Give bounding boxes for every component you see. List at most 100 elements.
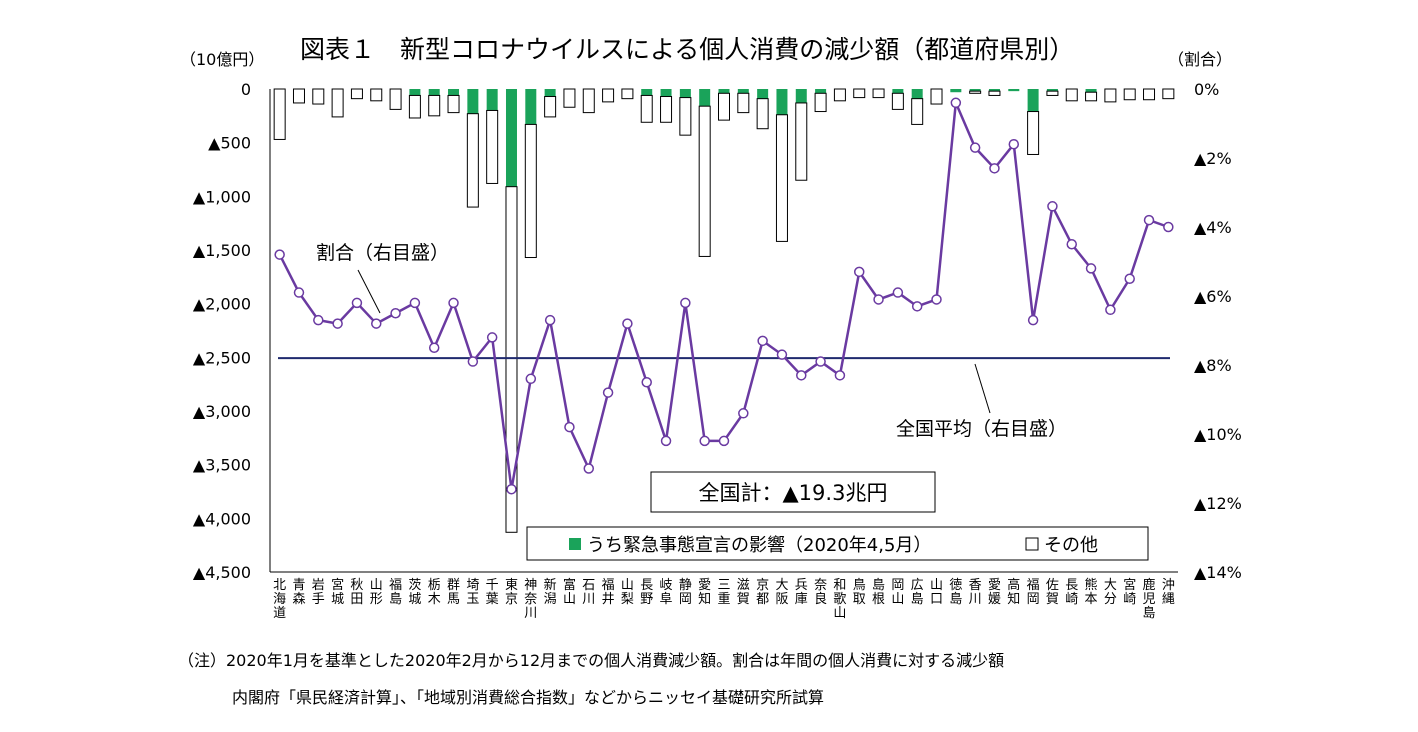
ratio-annotation: 割合（右目盛）	[316, 242, 449, 264]
category-label: 山口	[930, 578, 943, 607]
bar-other	[273, 88, 286, 140]
bar-emergency	[1085, 89, 1097, 93]
category-label: 奈良	[814, 578, 827, 607]
category-label: 石川	[582, 578, 595, 607]
ratio-point	[1047, 201, 1058, 212]
left-tick-label: ▲2,000	[193, 295, 251, 314]
bar-other	[428, 94, 441, 117]
category-label: 宮城	[331, 577, 344, 607]
left-tick-label: ▲3,000	[193, 402, 251, 421]
category-label: 茨城	[408, 578, 421, 607]
ratio-point	[293, 287, 305, 298]
bar-other	[930, 88, 943, 105]
left-tick-label: ▲1,500	[193, 241, 251, 260]
category-label: 新潟	[544, 577, 557, 607]
ratio-point	[834, 370, 846, 381]
bar-emergency	[409, 89, 421, 96]
legend-label-emergency: うち緊急事態宣言の影響（2020年4,5月）	[587, 535, 931, 556]
ratio-point	[544, 314, 556, 326]
bar-other	[679, 97, 692, 136]
bar-emergency	[505, 89, 517, 187]
bar-emergency	[737, 89, 749, 94]
bar-other	[563, 88, 576, 108]
ratio-point	[1105, 304, 1116, 316]
ratio-point	[718, 435, 730, 447]
ratio-point	[989, 163, 1000, 174]
category-label: 沖縄	[1162, 578, 1175, 607]
right-axis: 0% ▲2% ▲4% ▲6% ▲8% ▲10% ▲12% ▲14%	[1194, 80, 1242, 582]
bar-other	[1162, 88, 1175, 100]
ratio-point	[680, 297, 691, 309]
bar-other	[466, 113, 479, 208]
category-label: 愛媛	[988, 578, 1001, 607]
ratio-point	[892, 287, 904, 298]
left-tick-label: ▲4,000	[193, 509, 251, 528]
category-label: 埼玉	[466, 578, 479, 607]
bar-other	[775, 114, 788, 242]
bar-other	[1027, 111, 1040, 155]
bar-other	[447, 94, 460, 114]
category-label: 三重	[717, 578, 730, 607]
category-label: 和歌山	[833, 578, 846, 621]
bar-other	[911, 98, 924, 125]
ratio-point	[911, 301, 923, 312]
total-box: 全国計：▲19.3兆円	[650, 471, 936, 513]
bar-emergency	[679, 89, 691, 98]
note-line-1: （注）2020年1月を基準とした2020年2月から12月までの個人消費減少額。割…	[178, 651, 1005, 670]
ratio-point	[969, 142, 981, 153]
chart-title: 図表１ 新型コロナウイルスによる個人消費の減少額（都道府県別）	[300, 35, 1075, 64]
average-leader-line	[974, 363, 991, 414]
ratio-point	[448, 297, 459, 309]
ratio-point	[853, 266, 865, 278]
category-label: 宮崎	[1123, 577, 1136, 607]
ratio-point	[564, 421, 575, 433]
bar-other	[640, 94, 653, 123]
left-tick-label: ▲4,500	[193, 563, 251, 582]
category-label: 滋賀	[737, 578, 750, 607]
category-label: 静岡	[679, 578, 692, 607]
bar-other	[1143, 88, 1156, 101]
bar-emergency	[757, 89, 769, 99]
bar-other	[486, 109, 499, 184]
bar-other	[969, 90, 982, 94]
bar-other	[524, 123, 537, 259]
bar-other	[370, 88, 383, 102]
ratio-point	[950, 97, 962, 109]
ratio-line-group	[274, 97, 1174, 495]
bar-other	[331, 88, 344, 118]
ratio-point	[409, 297, 421, 309]
bar-emergency	[988, 89, 1000, 92]
category-label: 熊本	[1085, 577, 1098, 607]
bar-other	[853, 88, 866, 99]
bar-emergency	[892, 89, 904, 94]
bar-emergency	[950, 89, 962, 93]
ratio-point	[931, 294, 942, 305]
bar-other	[988, 90, 1001, 96]
bar-other	[292, 88, 305, 104]
ratio-point	[815, 356, 826, 367]
category-label: 広島	[911, 578, 924, 607]
bar-other	[795, 102, 808, 181]
ratio-point	[390, 308, 401, 319]
ratio-point	[1027, 314, 1039, 326]
ratio-point	[641, 377, 652, 388]
bar-emergency	[448, 89, 460, 96]
bar-emergency	[428, 89, 440, 96]
bar-emergency	[718, 89, 730, 94]
ratio-point	[486, 332, 498, 343]
legend-swatch-other	[1025, 537, 1039, 551]
category-label: 栃木	[428, 578, 441, 607]
ratio-point	[699, 435, 710, 447]
bar-other	[408, 94, 421, 119]
category-label: 長崎	[1065, 578, 1078, 607]
ratio-point	[776, 349, 788, 360]
bar-other	[1046, 90, 1059, 96]
bar-emergency	[1046, 89, 1058, 92]
category-label: 千葉	[486, 578, 499, 607]
bar-emergency	[1027, 89, 1039, 112]
ratio-point	[506, 483, 517, 495]
right-tick-label: ▲8%	[1194, 356, 1232, 375]
bar-other	[718, 92, 730, 121]
ratio-point	[1124, 273, 1135, 284]
bar-emergency	[467, 89, 479, 114]
